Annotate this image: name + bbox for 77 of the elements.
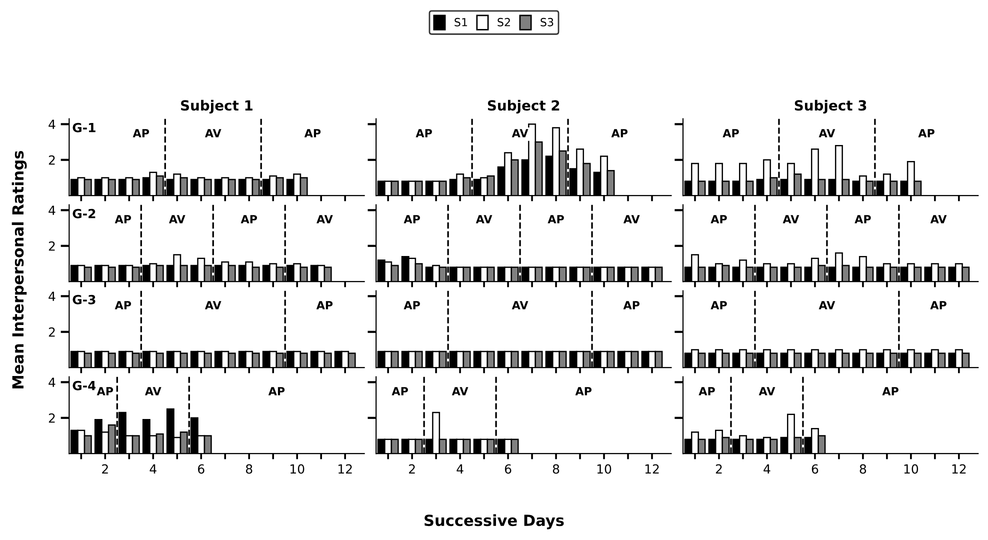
x-tick-label: 10	[904, 464, 918, 474]
x-tick-label: 6	[812, 464, 818, 474]
x-tick-label: 12	[645, 464, 659, 474]
chart-subtitle: G-3	[72, 294, 96, 304]
annotation: AV	[204, 301, 222, 310]
annotation: AP	[114, 215, 132, 224]
annotation: AP	[698, 387, 715, 396]
annotation: AV	[818, 301, 836, 310]
chart-subtitle: G-1	[72, 122, 96, 132]
legend-label: S1	[454, 18, 468, 26]
y-tick-label: 2	[48, 241, 55, 251]
annotation: AP	[882, 387, 898, 396]
annotation: AV	[476, 215, 492, 224]
annotation: AP	[930, 301, 946, 310]
x-tick-label: 12	[338, 464, 352, 474]
x-tick-label: 10	[290, 464, 304, 474]
x-axis-title: Successive Days	[424, 514, 564, 530]
annotation: AV	[512, 129, 528, 138]
chart-subtitle: G-4	[72, 380, 96, 390]
x-tick-label: 2	[409, 464, 415, 474]
chart-title: Subject 3	[794, 100, 866, 114]
x-tick-label: 4	[150, 464, 156, 474]
x-tick-label: 12	[952, 464, 966, 474]
annotation: AP	[710, 301, 727, 310]
y-tick-label: 4	[48, 206, 56, 215]
chart-title: Subject 1	[181, 100, 252, 114]
annotation: AP	[548, 215, 564, 224]
annotation: AP	[918, 129, 934, 138]
annotation: AP	[404, 215, 420, 224]
annotation: AV	[623, 215, 640, 224]
annotation: AP	[416, 129, 432, 138]
annotation: AV	[512, 301, 528, 310]
x-tick-label: 10	[597, 464, 612, 474]
annotation: AV	[144, 387, 162, 396]
annotation: AV	[930, 215, 947, 224]
chart-subtitle: G-2	[72, 208, 96, 218]
y-axis-title: Mean Interpersonal Ratings	[12, 150, 27, 388]
annotation: AP	[304, 129, 321, 138]
x-tick-label: 8	[860, 464, 866, 474]
annotation: AV	[818, 129, 836, 138]
annotation: AV	[452, 387, 468, 396]
x-tick-label: 2	[716, 464, 722, 474]
annotation: AP	[96, 387, 114, 396]
annotation: AV	[168, 215, 186, 224]
chart-title: Subject 2	[488, 100, 560, 114]
y-tick-label: 4	[48, 292, 56, 301]
x-tick-label: 8	[246, 464, 252, 474]
legend-label: S3	[540, 18, 554, 26]
annotation: AP	[611, 129, 628, 138]
annotation: AP	[268, 387, 285, 396]
annotation: AP	[392, 387, 408, 396]
y-tick-label: 4	[48, 120, 56, 129]
annotation: AP	[316, 301, 333, 310]
x-tick-label: 8	[552, 464, 560, 474]
annotation: AP	[854, 215, 871, 224]
annotation: AV	[758, 387, 776, 396]
annotation: AP	[404, 301, 420, 310]
annotation: AP	[575, 387, 592, 396]
annotation: AP	[240, 215, 258, 224]
x-tick-label: 4	[764, 464, 770, 474]
x-tick-label: 2	[102, 464, 108, 474]
y-tick-label: 2	[48, 155, 55, 165]
x-tick-label: 4	[456, 464, 464, 474]
y-tick-label: 4	[48, 378, 56, 387]
x-tick-label: 6	[198, 464, 204, 474]
annotation: AV	[204, 129, 222, 138]
annotation: AP	[710, 215, 727, 224]
x-tick-label: 6	[504, 464, 512, 474]
annotation: AP	[623, 301, 640, 310]
annotation: AP	[132, 129, 150, 138]
annotation: AP	[114, 301, 132, 310]
annotation: AV	[316, 215, 333, 224]
y-tick-label: 2	[48, 327, 55, 337]
annotation: AV	[782, 215, 800, 224]
annotation: AP	[722, 129, 739, 138]
y-tick-label: 2	[48, 413, 55, 423]
legend-label: S2	[498, 18, 510, 26]
